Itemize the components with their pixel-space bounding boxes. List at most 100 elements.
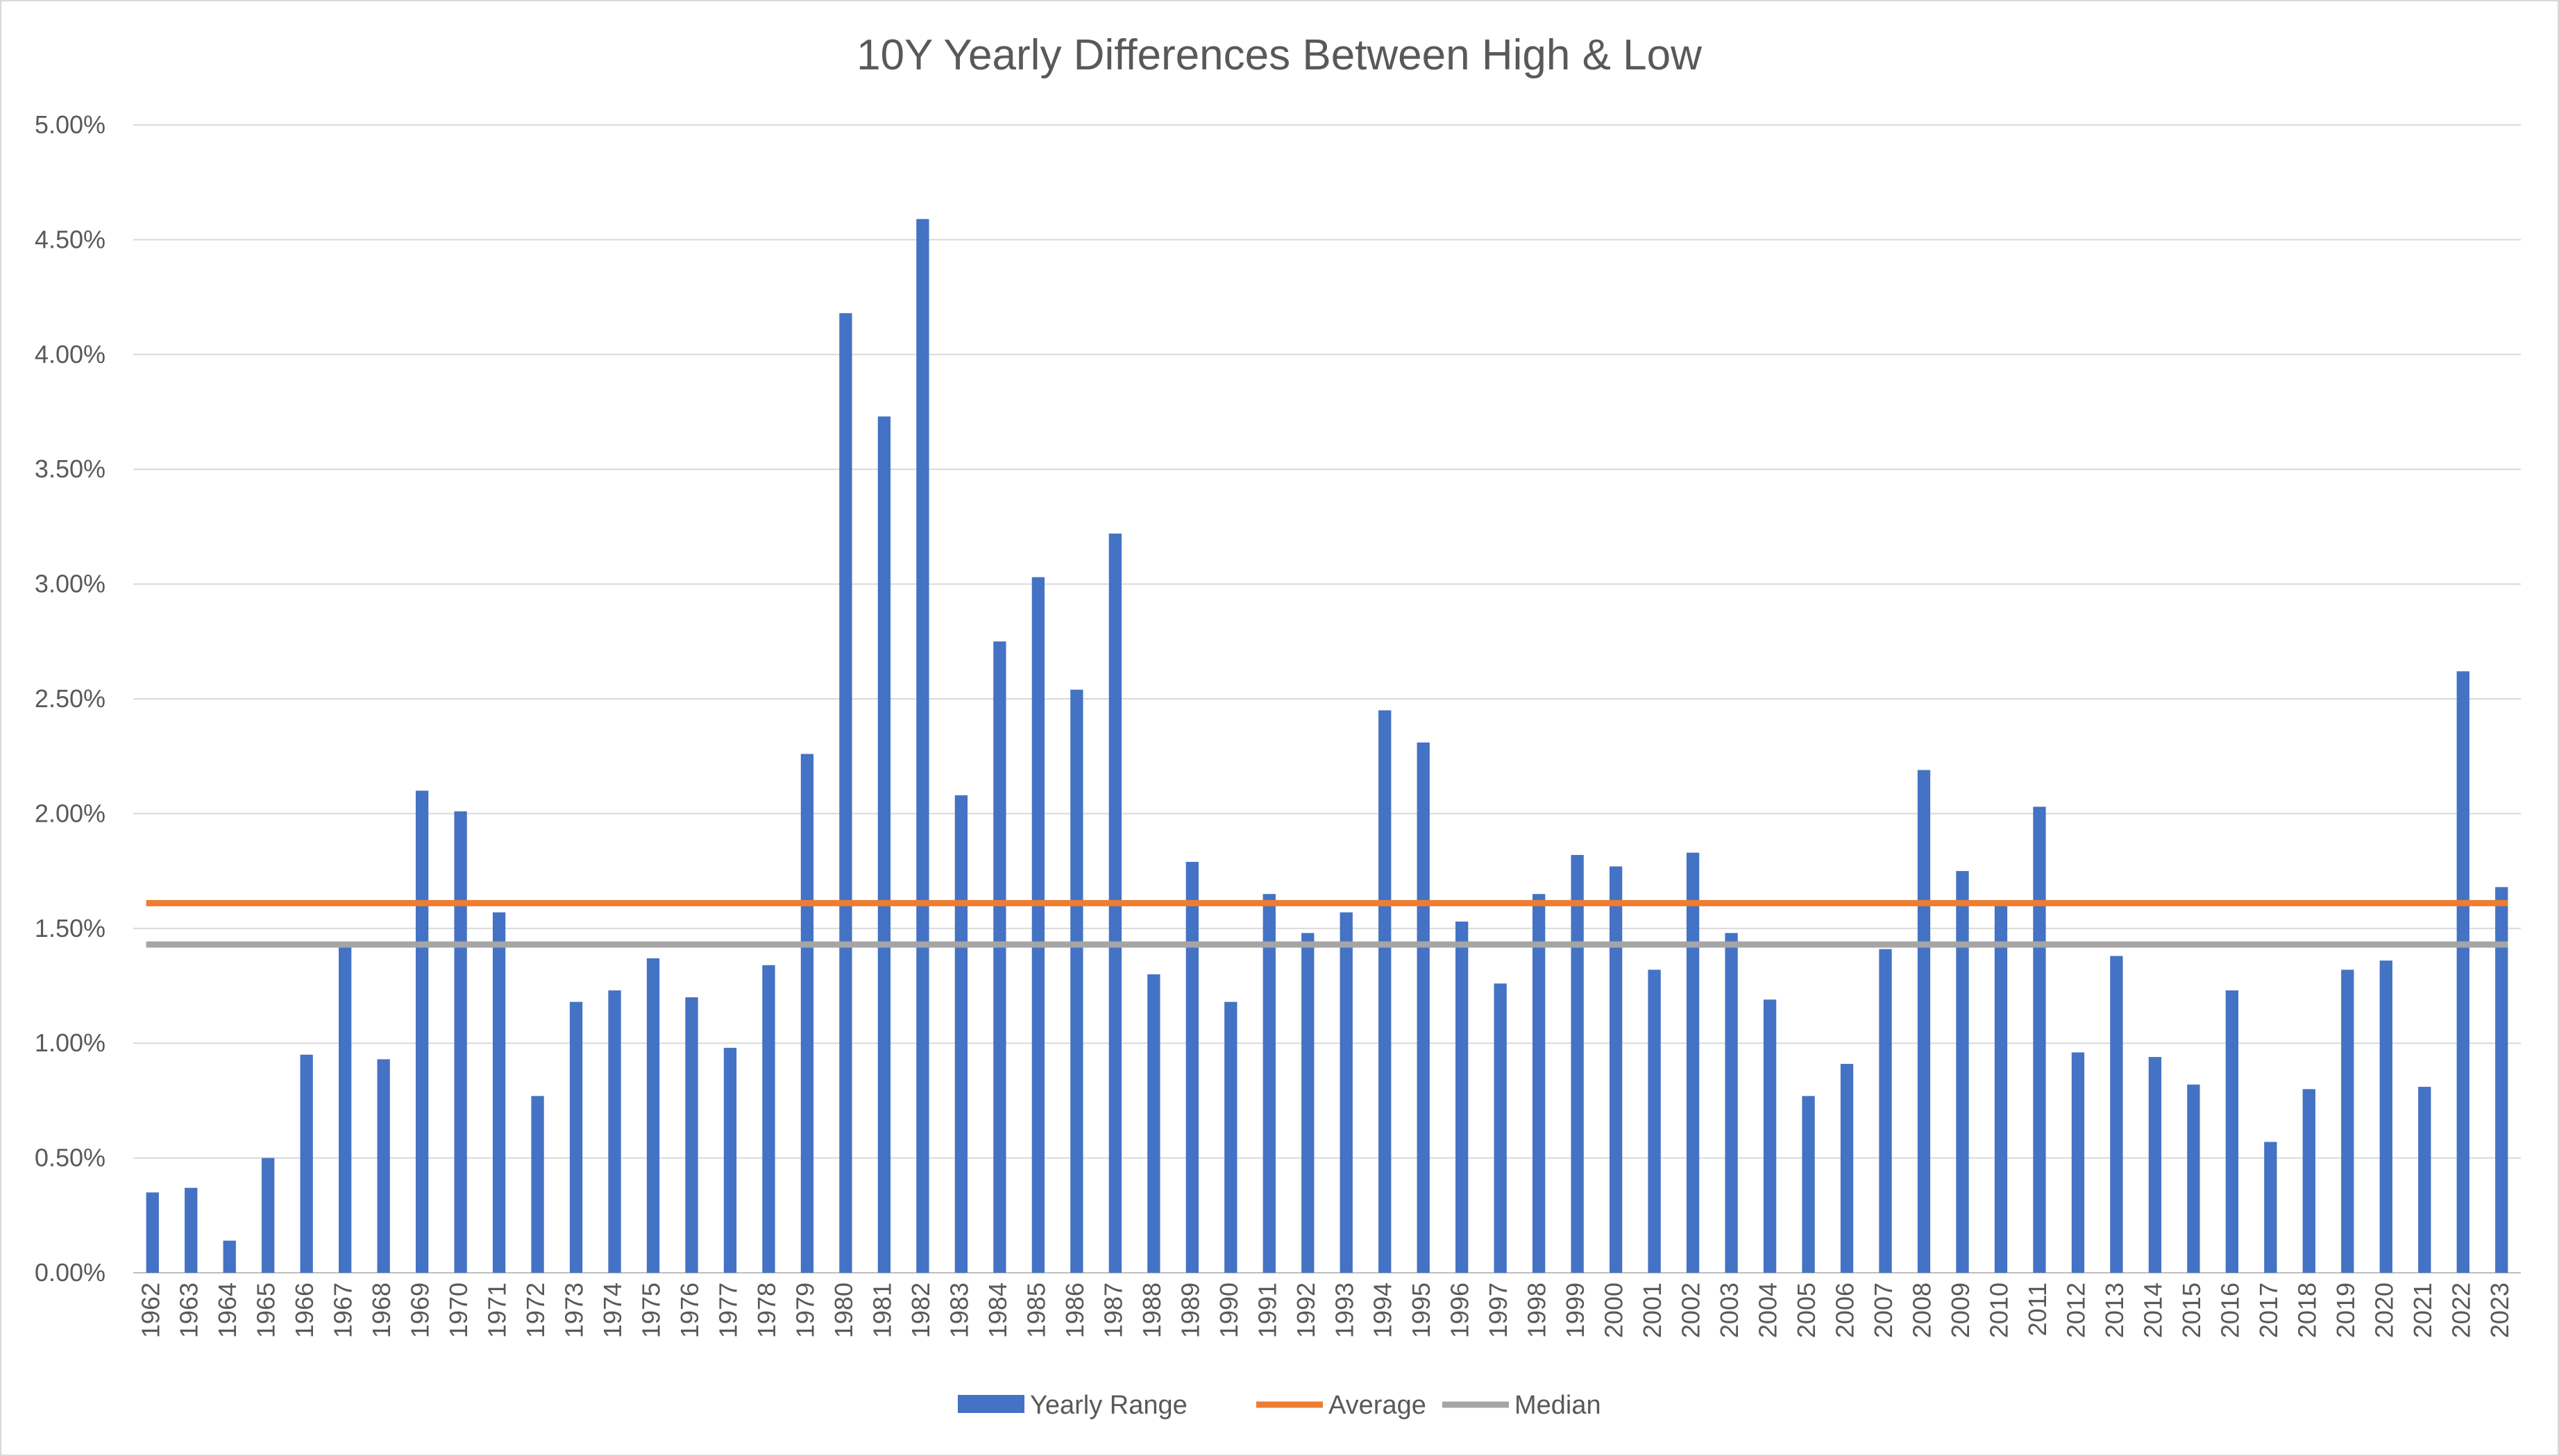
x-tick-label: 1984 (983, 1283, 1012, 1338)
bar-1975 (646, 958, 660, 1273)
bar-1996 (1455, 921, 1469, 1273)
bar-1963 (185, 1187, 198, 1273)
legend-item-median: Median (1442, 1391, 1601, 1420)
y-tick-label: 3.00% (35, 570, 105, 598)
x-tick-label: 1986 (1061, 1283, 1089, 1338)
bar-2012 (2071, 1052, 2085, 1273)
bar-1985 (1031, 577, 1045, 1273)
bar-1971 (492, 912, 506, 1273)
y-axis-tick-labels: 0.00% 0.50% 1.00% 1.50% 2.00% 2.50% 3.00% 3.50%… (35, 110, 105, 1287)
bar-1974 (608, 990, 621, 1273)
x-tick-label: 1965 (252, 1283, 280, 1338)
bar-1997 (1494, 983, 1507, 1273)
bar-2008 (1917, 770, 1931, 1273)
x-tick-label: 2008 (1908, 1283, 1936, 1338)
x-tick-label: 1964 (213, 1283, 242, 1338)
bar-1984 (993, 641, 1006, 1273)
x-tick-label: 2019 (2331, 1283, 2360, 1338)
x-tick-label: 2011 (2023, 1283, 2052, 1336)
x-tick-label: 1977 (714, 1283, 743, 1338)
y-tick-label: 1.50% (35, 914, 105, 942)
y-tick-label: 4.00% (35, 340, 105, 369)
x-tick-label: 2022 (2447, 1283, 2475, 1338)
bar-1998 (1532, 894, 1546, 1273)
y-tick-label: 0.50% (35, 1144, 105, 1172)
bar-2013 (2110, 956, 2123, 1273)
legend-label: Median (1514, 1391, 1601, 1420)
bar-2001 (1648, 970, 1661, 1273)
x-tick-label: 2005 (1792, 1283, 1821, 1338)
bar-1962 (146, 1192, 159, 1273)
x-tick-label: 2021 (2408, 1283, 2437, 1338)
x-tick-label: 1994 (1369, 1283, 1397, 1338)
x-tick-label: 1985 (1022, 1283, 1050, 1338)
bar-2015 (2187, 1084, 2200, 1273)
y-tick-label: 4.50% (35, 225, 105, 253)
gridlines (133, 124, 2521, 1273)
bar-1976 (685, 997, 698, 1273)
bar-2011 (2033, 806, 2046, 1273)
x-tick-label: 1995 (1407, 1283, 1435, 1338)
x-tick-label: 2020 (2370, 1283, 2398, 1338)
x-tick-label: 2023 (2485, 1283, 2514, 1338)
bar-series-yearly-range (146, 219, 2508, 1273)
x-tick-label: 1967 (329, 1283, 357, 1338)
bar-1986 (1070, 689, 1083, 1273)
x-tick-label: 1978 (752, 1283, 781, 1338)
bar-2002 (1686, 852, 1700, 1273)
bar-2006 (1840, 1063, 1854, 1273)
x-tick-label: 2007 (1869, 1283, 1898, 1338)
bar-1989 (1185, 861, 1199, 1273)
x-tick-label: 2003 (1715, 1283, 1743, 1338)
x-tick-label: 1974 (598, 1283, 627, 1338)
x-tick-label: 1975 (637, 1283, 666, 1338)
bar-2010 (1994, 905, 2008, 1273)
bar-2003 (1725, 933, 1738, 1273)
x-tick-label: 2018 (2292, 1283, 2321, 1338)
x-tick-label: 1966 (290, 1283, 319, 1338)
x-tick-label: 1979 (791, 1283, 819, 1338)
bar-1995 (1417, 742, 1430, 1273)
x-tick-label: 2016 (2215, 1283, 2244, 1338)
x-tick-label: 1982 (906, 1283, 935, 1338)
bar-1991 (1262, 894, 1276, 1273)
x-tick-label: 1996 (1446, 1283, 1474, 1338)
x-tick-label: 2013 (2100, 1283, 2129, 1338)
bar-1994 (1378, 710, 1392, 1273)
bar-1967 (339, 947, 352, 1273)
bar-2017 (2264, 1142, 2277, 1273)
bar-1992 (1301, 933, 1315, 1273)
bar-2022 (2456, 671, 2469, 1273)
bar-2014 (2148, 1057, 2162, 1273)
y-tick-label: 2.50% (35, 684, 105, 713)
x-tick-label: 1992 (1292, 1283, 1320, 1338)
bar-1990 (1224, 1001, 1238, 1273)
x-tick-label: 2004 (1754, 1283, 1782, 1338)
x-tick-label: 2000 (1600, 1283, 1628, 1338)
y-tick-label: 1.00% (35, 1028, 105, 1057)
x-tick-label: 2009 (1946, 1283, 1975, 1338)
bar-1978 (762, 965, 775, 1273)
x-tick-label: 1970 (444, 1283, 473, 1338)
legend-label: Average (1328, 1391, 1426, 1420)
bar-1970 (454, 811, 467, 1273)
x-tick-label: 1997 (1484, 1283, 1512, 1338)
x-tick-label: 1991 (1253, 1283, 1281, 1338)
bar-1981 (877, 416, 891, 1273)
bar-2007 (1879, 949, 1892, 1273)
x-tick-label: 1999 (1561, 1283, 1589, 1338)
bar-2023 (2495, 887, 2508, 1273)
y-tick-label: 0.00% (35, 1258, 105, 1287)
x-tick-label: 2002 (1677, 1283, 1705, 1338)
bar-1965 (262, 1158, 275, 1273)
bar-2021 (2418, 1087, 2431, 1273)
x-tick-label: 1983 (945, 1283, 973, 1338)
y-tick-label: 5.00% (35, 110, 105, 139)
legend-swatch (958, 1395, 1024, 1413)
bar-2005 (1802, 1096, 1815, 1273)
x-tick-label: 1968 (367, 1283, 396, 1338)
x-tick-label: 2014 (2138, 1283, 2167, 1338)
x-tick-label: 1963 (175, 1283, 203, 1338)
y-tick-label: 2.00% (35, 799, 105, 827)
